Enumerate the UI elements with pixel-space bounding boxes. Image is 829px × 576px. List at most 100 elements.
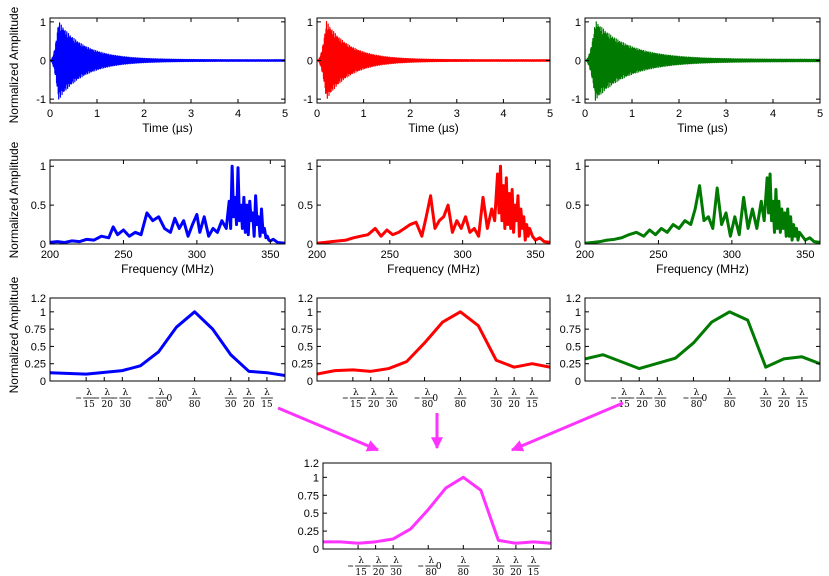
ylabel-row1: Normalized Amplitude [7, 6, 21, 123]
x-tick-label-lambda: λ 20 [777, 388, 790, 410]
y-tick-label: 0 [575, 376, 581, 388]
y-tick-label: 1 [313, 472, 319, 484]
series-line [585, 21, 820, 101]
y-tick-label: 0 [40, 376, 46, 388]
y-tick-label: 0 [307, 376, 313, 388]
x-tick-label-lambda: λ 15 [611, 388, 631, 410]
x-tick-label: 5 [817, 108, 823, 120]
x-tick-label: 350 [526, 249, 544, 261]
ylabel-row2: Normalized Amplitude [7, 141, 21, 258]
lambda-denominator: 15 [83, 400, 95, 410]
x-tick-label: 300 [453, 249, 471, 261]
ylabel-row3: Normalized Amplitude [7, 276, 21, 393]
x-tick-label: 4 [770, 108, 776, 120]
y-tick-label: 0.5 [566, 200, 581, 212]
x-axis-label: Frequency (MHz) [387, 262, 480, 276]
x-tick-label-lambda: λ 80 [454, 388, 467, 410]
x-tick-label-lambda: λ 30 [112, 388, 132, 410]
x-axis-label: Time (µs) [142, 121, 192, 135]
lambda-denominator: 80 [455, 400, 467, 410]
lambda-numerator: λ [529, 388, 535, 398]
x-tick-label-lambda: λ 30 [647, 388, 667, 410]
x-tick-label: 2 [141, 108, 147, 120]
x-tick-label: 2 [676, 108, 682, 120]
y-tick-label: 0.5 [31, 200, 46, 212]
y-tick-label: 1 [307, 17, 313, 29]
x-tick-label-lambda: λ 20 [629, 388, 649, 410]
lambda-numerator: λ [639, 388, 645, 398]
x-tick-label: 300 [188, 249, 206, 261]
x-tick-label: 0 [582, 108, 588, 120]
lambda-denominator: 15 [526, 400, 538, 410]
lambda-denominator: 30 [491, 400, 503, 410]
lambda-denominator: 15 [355, 568, 367, 576]
x-tick-label: 3 [454, 108, 460, 120]
x-axis-label: Time (µs) [677, 121, 727, 135]
y-tick-label: 1.2 [298, 293, 313, 305]
lambda-denominator: 15 [261, 400, 273, 410]
lambda-numerator: λ [657, 388, 663, 398]
x-tick-label-lambda: λ 20 [94, 388, 114, 410]
y-tick-label: 0.5 [298, 341, 313, 353]
series-line [323, 475, 551, 545]
x-tick-label: 0 [47, 108, 53, 120]
x-tick-label: 200 [308, 249, 326, 261]
x-tick-label-lambda: λ 15 [795, 388, 808, 410]
lambda-denominator: 30 [120, 400, 132, 410]
series-line [585, 172, 820, 244]
x-tick-label-lambda: λ 30 [224, 388, 237, 410]
x-tick-label: 0 [314, 108, 320, 120]
series-line [585, 310, 820, 371]
lambda-numerator: λ [358, 556, 364, 566]
lambda-numerator: λ [122, 388, 128, 398]
lambda-denominator: 15 [796, 400, 808, 410]
x-tick-label-lambda: λ 80 [457, 556, 470, 576]
panel-beam-magenta: 00.250.50.7511.2λ15λ20λ30λ800λ80λ30λ20λ1… [298, 458, 552, 576]
y-tick-label: 0.25 [25, 359, 46, 371]
x-tick-label-lambda: λ 15 [527, 556, 540, 576]
lambda-denominator: 80 [426, 568, 438, 576]
lambda-denominator: 30 [493, 568, 505, 576]
axes-frame [316, 159, 551, 245]
lambda-numerator: λ [799, 388, 805, 398]
lambda-denominator: 80 [724, 400, 736, 410]
lambda-denominator: 20 [373, 568, 385, 576]
y-tick-label: 1.2 [566, 293, 581, 305]
y-tick-label: 1 [40, 307, 46, 319]
lambda-numerator: λ [246, 388, 252, 398]
x-axis-label: Frequency (MHz) [121, 262, 214, 276]
axes-frame [322, 462, 552, 550]
x-tick-label-lambda: λ 20 [242, 388, 255, 410]
arrows-group [277, 401, 624, 452]
x-axis-label: Frequency (MHz) [656, 262, 749, 276]
lambda-numerator: λ [393, 556, 399, 566]
x-tick-label-lambda: λ 15 [260, 388, 273, 410]
lambda-numerator: λ [458, 388, 464, 398]
y-tick-label: 0.75 [298, 490, 319, 502]
x-tick-label-lambda: λ 80 [414, 388, 434, 410]
x-tick-label: 5 [547, 108, 553, 120]
lambda-numerator: λ [763, 388, 769, 398]
y-tick-label: 0 [307, 56, 313, 68]
x-tick-label: 4 [500, 108, 506, 120]
x-tick-label: 300 [723, 249, 741, 261]
lambda-numerator: λ [104, 388, 110, 398]
lambda-denominator: 20 [102, 400, 114, 410]
x-tick-label-lambda: λ 80 [418, 556, 438, 576]
y-tick-label: 0 [313, 544, 319, 556]
y-tick-label: 0.75 [560, 324, 581, 336]
x-tick-label-lambda: λ 80 [723, 388, 736, 410]
x-tick-label: 250 [649, 249, 667, 261]
axes-frame [584, 159, 821, 245]
y-tick-label: 1 [307, 307, 313, 319]
y-tick-label: 0 [40, 56, 46, 68]
x-tick-label: 5 [282, 108, 288, 120]
lambda-numerator: λ [531, 556, 537, 566]
y-tick-label: -1 [303, 94, 313, 106]
panel-freq-green: 0 0.5 1 200 250 300 350 Frequency (MHz) [566, 159, 821, 276]
axes-frame [49, 297, 286, 382]
x-tick-label-lambda: λ 15 [342, 388, 362, 410]
panel-freq-red: 0 0.5 1 200 250 300 350 Frequency (MHz) [298, 159, 551, 276]
